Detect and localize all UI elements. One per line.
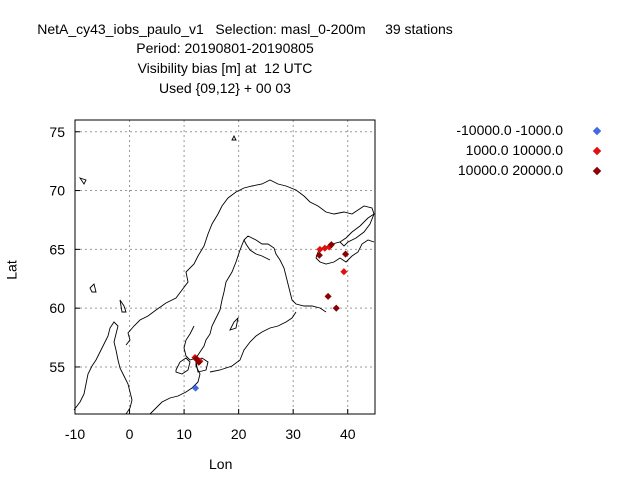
coastline-gotland: [229, 316, 239, 331]
title-line-2: Period: 20190801-20190805: [136, 40, 314, 56]
coastline-finland: [243, 235, 327, 313]
x-tick-label: -10: [65, 426, 85, 442]
y-axis-label: Lat: [3, 260, 20, 280]
x-tick-label: 30: [285, 426, 301, 442]
legend-entry-label: 1000.0 10000.0: [465, 142, 563, 158]
coastline-russia: [339, 213, 375, 243]
legend-entry-label: 10000.0 20000.0: [457, 162, 563, 178]
station-marker: [327, 241, 335, 249]
grid-lines: [75, 120, 375, 414]
plot-frame: [74, 119, 376, 415]
coastline-norway-islands: [78, 134, 237, 313]
station-marker: [315, 251, 323, 259]
title-line-4: Used {09,12} + 00 03: [159, 80, 291, 96]
coastline-denmark: [175, 357, 209, 375]
coastline-bothnia: [183, 239, 245, 361]
station-marker: [324, 292, 332, 300]
station-marker: [192, 384, 200, 392]
x-tick-label: 20: [231, 426, 247, 442]
y-tick-label: 60: [49, 300, 65, 316]
station-marker: [316, 245, 324, 253]
axis-ticks: -10 0 10 20 30 40 55 60 65 70 75: [49, 124, 355, 442]
coastline-baltic: [149, 311, 297, 415]
station-marker: [342, 250, 350, 258]
station-marker: [340, 268, 348, 276]
station-markers: [191, 241, 350, 392]
station-marker: [332, 304, 340, 312]
x-tick-label: 10: [176, 426, 192, 442]
coastline: [73, 134, 375, 415]
y-tick-label: 65: [49, 241, 65, 257]
station-marker: [195, 358, 203, 366]
x-axis-label: Lon: [209, 456, 233, 472]
x-tick-label: 40: [340, 426, 356, 442]
y-tick-label: 70: [49, 183, 65, 199]
coastline-britain: [73, 321, 133, 415]
title-line-3: Visibility bias [m] at 12 UTC: [137, 60, 313, 76]
legend-entry-label: -10000.0 -1000.0: [456, 122, 563, 138]
y-tick-label: 75: [49, 124, 65, 140]
y-tick-label: 55: [49, 359, 65, 375]
coastline-scandinavia: [125, 179, 375, 346]
x-tick-label: 0: [126, 426, 134, 442]
title-line-1: NetA_cy43_iobs_paulo_v1 Selection: masl_…: [37, 21, 453, 37]
